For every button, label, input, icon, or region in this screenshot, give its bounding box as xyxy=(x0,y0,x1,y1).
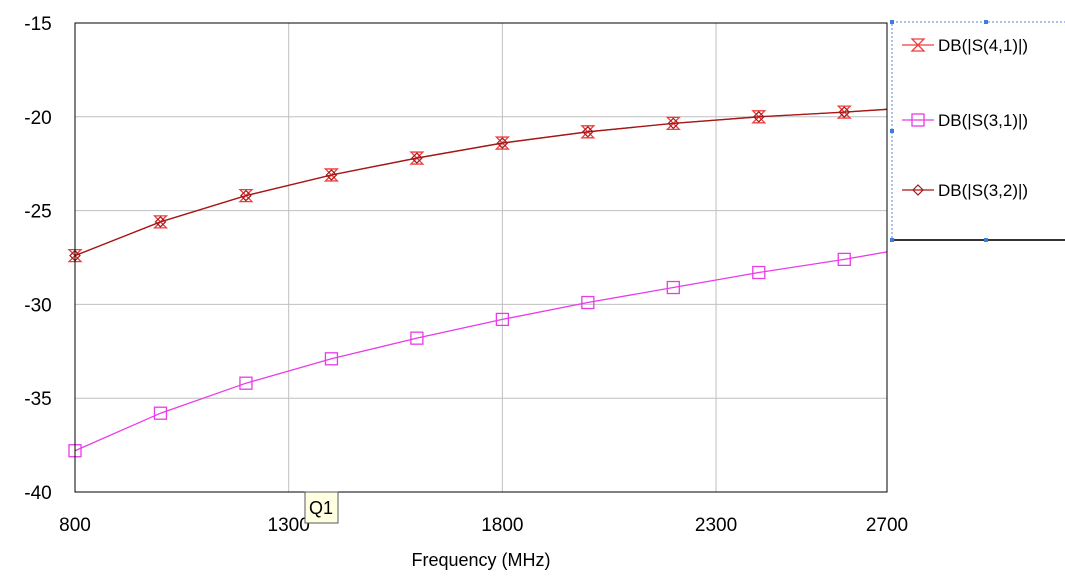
data-point xyxy=(409,151,425,165)
x-tick-label: 2300 xyxy=(695,515,737,536)
data-point xyxy=(411,152,423,164)
legend-marker xyxy=(911,113,925,127)
legend[interactable]: DB(|S(4,1)|) DB(|S(3,1)|) DB(|S(3,2)|) xyxy=(890,20,1065,242)
data-point xyxy=(239,376,253,390)
data-point xyxy=(238,188,254,203)
data-point xyxy=(496,137,509,149)
plot-frame xyxy=(74,22,888,493)
tick-labels: 800 1300 1800 2300 2700 -15 -20 -25 -30 -35 -40 xyxy=(24,14,908,536)
x-tick-label: 1800 xyxy=(481,515,523,536)
series-3 xyxy=(69,106,888,262)
data-point xyxy=(152,215,169,229)
legend-entry[interactable]: DB(|S(3,1)|) xyxy=(902,111,1028,130)
y-tick-label: -20 xyxy=(24,108,51,129)
data-point xyxy=(494,136,510,150)
x-tick-label: 800 xyxy=(59,515,91,536)
selection-handle[interactable] xyxy=(984,20,988,24)
selection-handle[interactable] xyxy=(984,238,988,242)
data-point xyxy=(666,280,680,295)
legend-marker xyxy=(912,184,924,196)
y-tick-label: -35 xyxy=(24,389,51,410)
series-group xyxy=(67,105,888,458)
legend-entries: DB(|S(4,1)|) DB(|S(3,1)|) DB(|S(3,2)|) xyxy=(902,36,1028,200)
grid xyxy=(75,23,887,492)
data-point xyxy=(838,106,851,118)
data-point xyxy=(836,105,852,119)
data-point xyxy=(581,125,594,138)
data-point xyxy=(67,248,83,263)
data-point xyxy=(751,110,767,124)
data-point xyxy=(154,216,167,228)
series-2 xyxy=(68,251,888,458)
legend-label: DB(|S(3,1)|) xyxy=(938,111,1028,130)
y-tick-label: -40 xyxy=(24,483,51,504)
selection-handle[interactable] xyxy=(890,20,894,24)
data-point xyxy=(837,252,851,267)
legend-entry[interactable]: DB(|S(4,1)|) xyxy=(902,36,1028,55)
legend-frame[interactable] xyxy=(891,21,1065,241)
marker-q1-label: Q1 xyxy=(309,498,333,518)
data-point xyxy=(324,352,339,366)
y-tick-label: -30 xyxy=(24,295,51,316)
legend-marker xyxy=(910,38,926,52)
data-point xyxy=(752,265,766,280)
selection-handle[interactable] xyxy=(890,129,894,133)
data-point xyxy=(581,295,595,310)
data-point xyxy=(153,406,168,420)
series-line xyxy=(74,108,888,257)
x-axis-title: Frequency (MHz) xyxy=(411,550,550,570)
legend-entry[interactable]: DB(|S(3,2)|) xyxy=(902,181,1028,200)
series-1 xyxy=(67,105,888,263)
data-point xyxy=(752,110,765,123)
y-tick-label: -15 xyxy=(24,14,51,35)
selection-handle[interactable] xyxy=(890,238,894,242)
data-point xyxy=(323,168,339,182)
x-tick-label: 2700 xyxy=(866,515,908,536)
data-point xyxy=(325,169,338,181)
series-line xyxy=(74,108,888,257)
marker-q1-box[interactable] xyxy=(304,491,339,524)
data-point xyxy=(667,117,680,130)
legend-label: DB(|S(4,1)|) xyxy=(938,36,1028,55)
data-point xyxy=(240,189,252,202)
y-tick-label: -25 xyxy=(24,202,51,223)
data-point xyxy=(665,116,681,131)
marker-q1[interactable]: Q1 xyxy=(304,491,339,524)
legend-label: DB(|S(3,2)|) xyxy=(938,181,1028,200)
data-point xyxy=(495,312,510,327)
data-point xyxy=(410,331,424,345)
x-tick-label: 1300 xyxy=(268,515,310,536)
series-line xyxy=(74,251,888,452)
data-point xyxy=(580,125,596,139)
